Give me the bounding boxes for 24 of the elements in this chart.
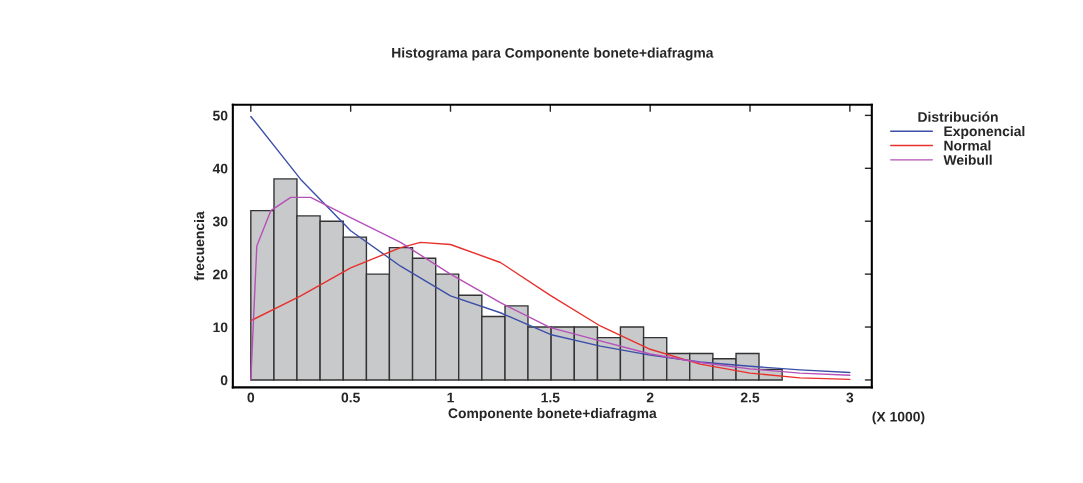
y-tick-label: 20 xyxy=(213,269,228,280)
x-tick-label: 0.5 xyxy=(341,392,360,403)
x-tick-label: 1.5 xyxy=(541,392,560,403)
legend-label: Normal xyxy=(944,140,991,151)
line-series xyxy=(250,196,851,381)
x-axis-title: Componente bonete+diafragma xyxy=(448,407,657,421)
legend-title: Distribución xyxy=(918,111,998,122)
legend-label: Exponencial xyxy=(944,126,1025,139)
y-tick-label: 40 xyxy=(212,163,228,174)
x-tick-label: 1 xyxy=(447,392,454,403)
x-tick-label: 3 xyxy=(846,392,854,403)
chart-title: Histograma para Componente bonete+diafragma xyxy=(392,47,714,61)
x-tick-label: 2.5 xyxy=(740,392,760,403)
y-axis-title: frecuencia xyxy=(194,211,205,281)
line-series xyxy=(250,115,851,374)
line-series xyxy=(250,241,851,381)
x-tick-label: 2 xyxy=(646,392,654,403)
x-tick-label: 0 xyxy=(247,392,255,403)
y-tick-label: 30 xyxy=(212,216,228,227)
y-tick-label: 10 xyxy=(213,322,228,333)
text: (X 1000) xyxy=(872,411,925,425)
y-tick-label: 0 xyxy=(220,375,228,386)
legend-label: Weibull xyxy=(943,154,992,165)
y-tick-label: 50 xyxy=(212,110,228,121)
